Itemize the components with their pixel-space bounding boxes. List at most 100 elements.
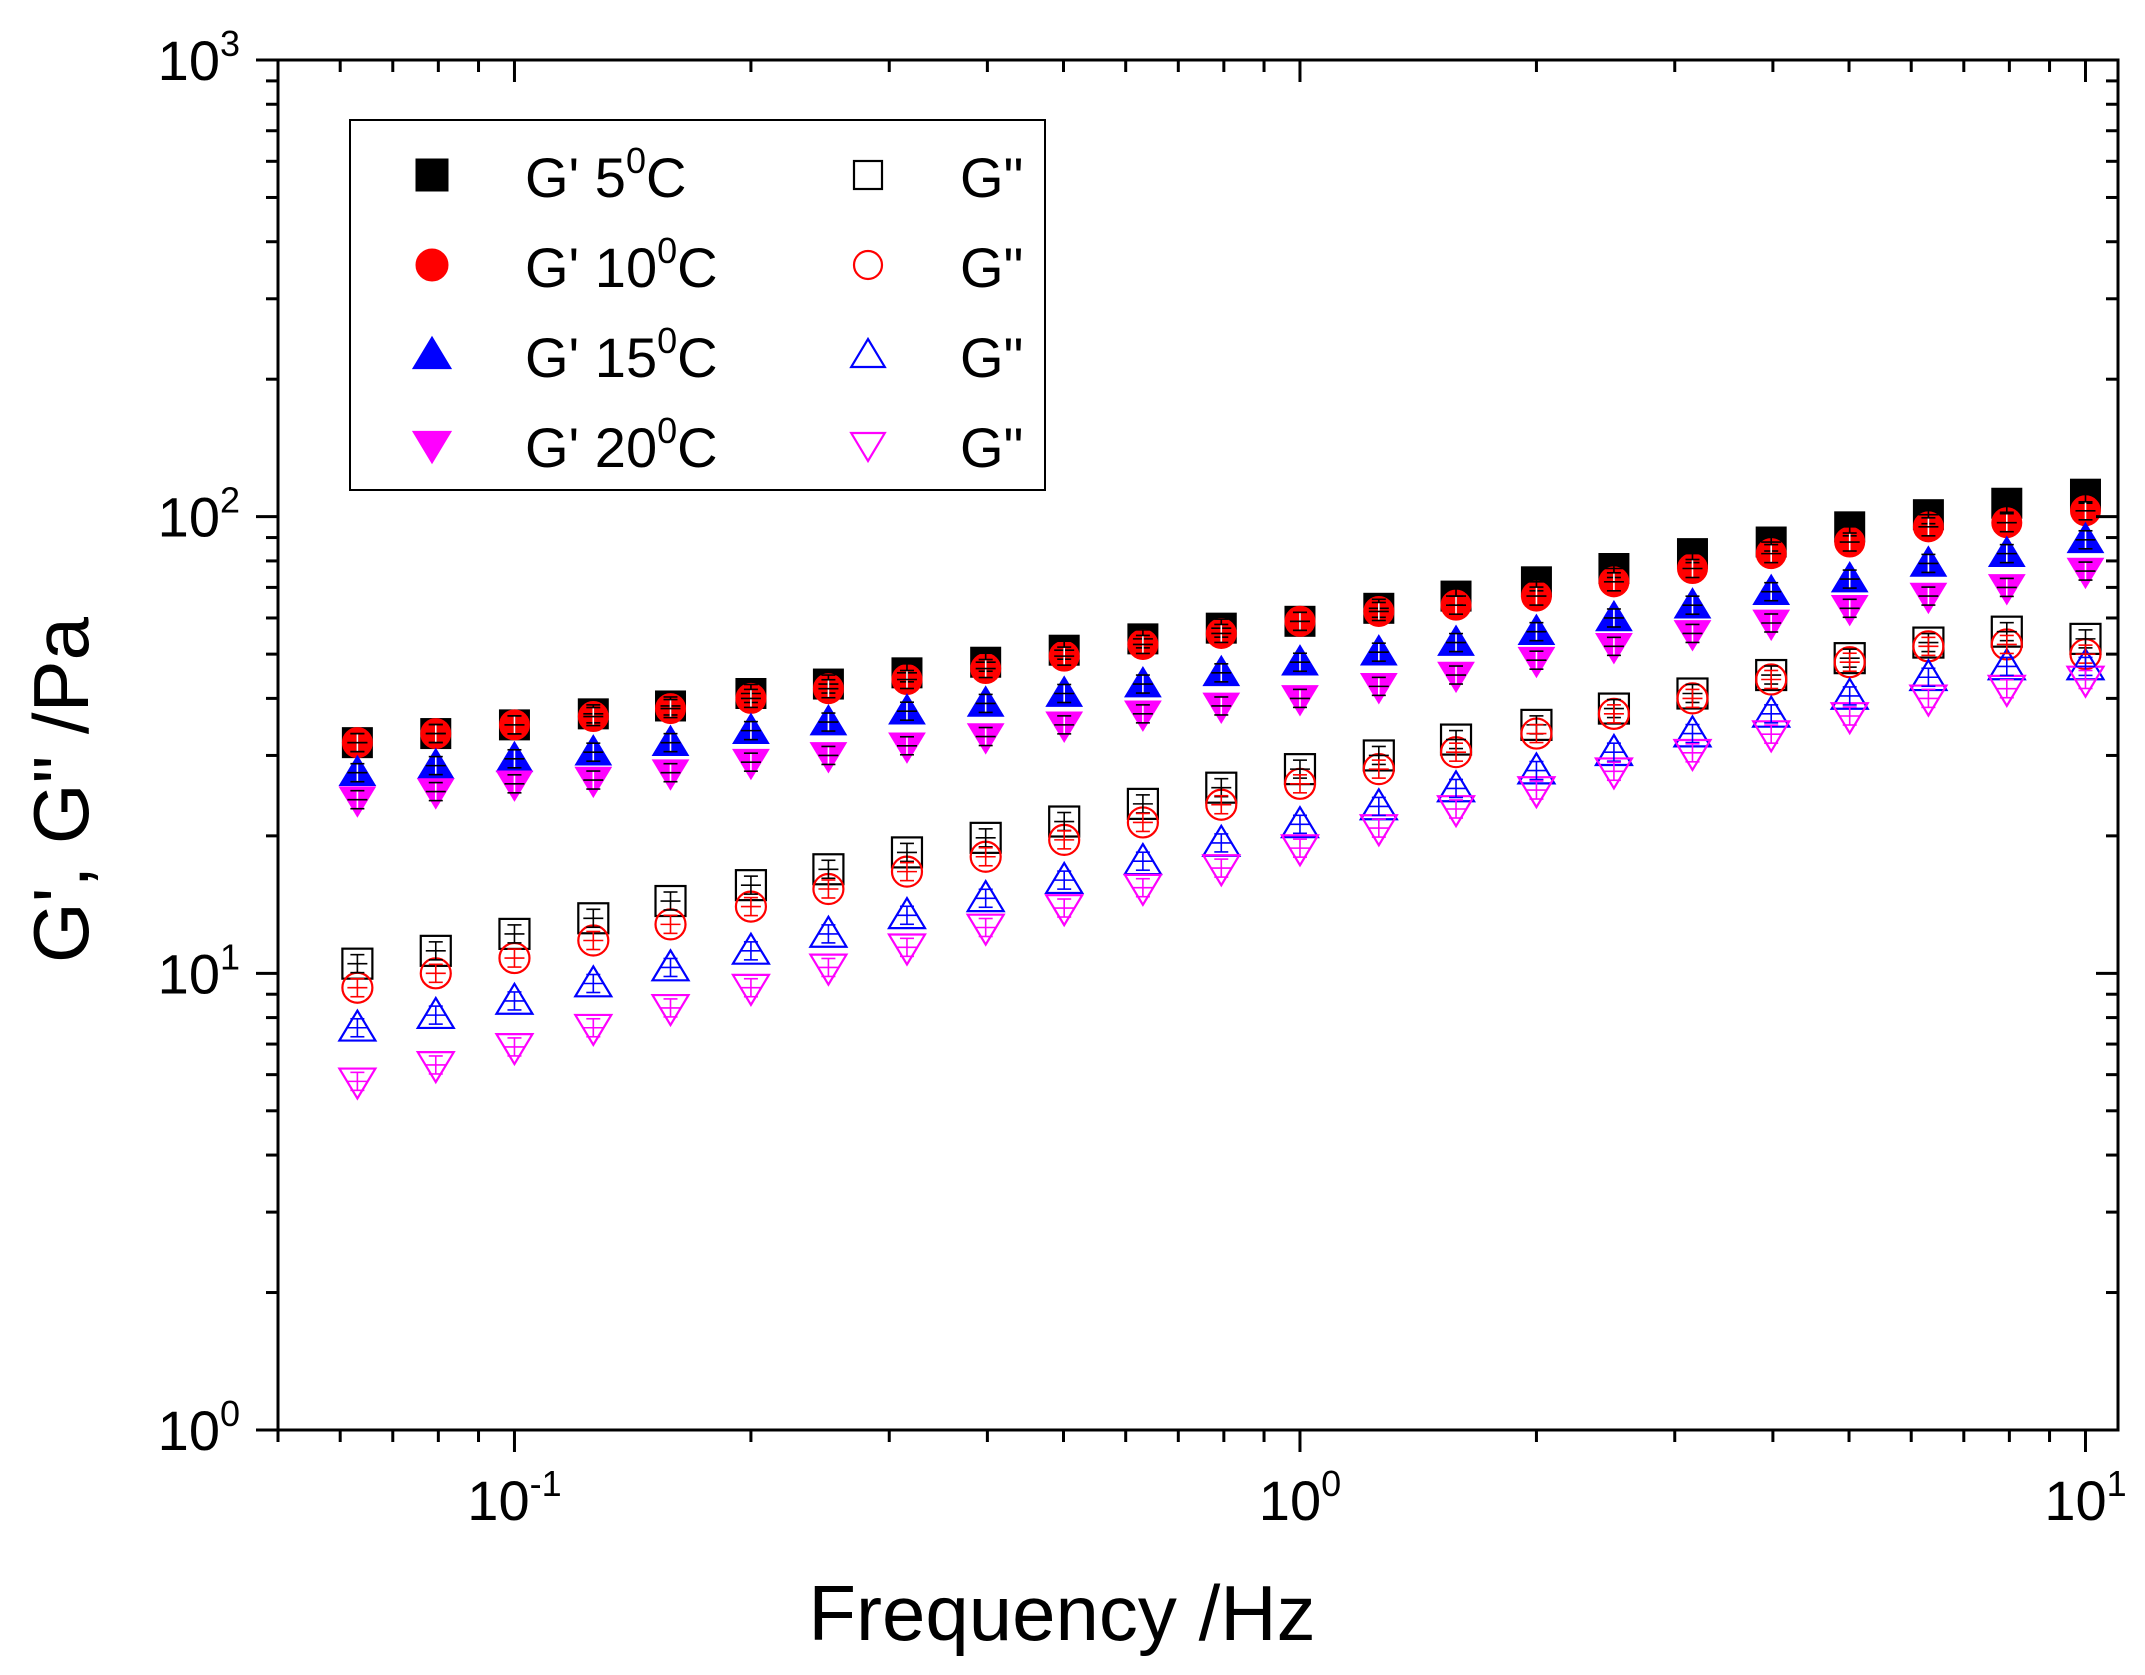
error-bar: [1996, 543, 2017, 564]
data-point: [415, 995, 456, 1030]
error-bar: [818, 745, 839, 766]
error-bar: [1211, 663, 1232, 683]
error-bar: [740, 896, 761, 917]
error-bar: [1996, 577, 2017, 598]
error-bar: [504, 715, 525, 735]
legend-label: G' 100C: [525, 230, 718, 299]
error-bar: [504, 748, 525, 769]
error-bar: [583, 1017, 604, 1038]
error-bar: [2075, 669, 2096, 690]
error-bar: [896, 701, 917, 721]
error-bar: [1761, 613, 1782, 633]
error-bar: [347, 789, 368, 810]
error-bar: [504, 948, 525, 968]
error-bar: [425, 723, 446, 744]
data-point: [1755, 663, 1788, 696]
error-bar: [1918, 667, 1939, 688]
error-bar: [1446, 799, 1467, 819]
error-bar: [583, 742, 604, 762]
error-bar: [347, 732, 368, 753]
error-bar: [896, 842, 917, 863]
error-bar: [975, 917, 996, 938]
error-bar: [1211, 858, 1232, 878]
error-bar: [1682, 688, 1703, 709]
data-point: [1201, 854, 1242, 888]
x-tick-label: 101: [2044, 1463, 2126, 1532]
data-point: [1044, 860, 1085, 895]
x-axis-title: Frequency /Hz: [808, 1569, 1315, 1657]
data-point: [337, 1067, 378, 1101]
data-point: [650, 948, 691, 982]
error-bar: [1132, 674, 1153, 694]
error-bar: [975, 846, 996, 867]
error-bar: [583, 706, 604, 727]
error-bar: [425, 963, 446, 984]
error-bar: [1446, 778, 1467, 799]
error-bar: [1603, 608, 1624, 628]
error-bar: [504, 924, 525, 944]
error-bar: [1526, 621, 1547, 642]
error-bar: [1996, 512, 2017, 533]
error-bar: [818, 712, 839, 732]
error-bar: [2075, 529, 2096, 550]
error-bar: [1368, 745, 1389, 766]
error-bar: [1054, 646, 1075, 666]
data-point: [573, 964, 614, 998]
legend: G' 50C G" G' 100C G" G' 150C G" G' 200C G": [349, 119, 1046, 491]
error-bar: [818, 957, 839, 978]
error-bar: [1054, 830, 1075, 850]
error-bar: [1603, 761, 1624, 782]
error-bar: [1289, 688, 1310, 709]
data-point: [808, 914, 849, 948]
data-point: [337, 1008, 378, 1042]
error-bar: [1211, 696, 1232, 716]
error-bar: [425, 1055, 446, 1075]
data-point: [887, 933, 927, 967]
error-bar: [1289, 774, 1310, 794]
legend-label: G' 150C: [525, 320, 718, 389]
error-bar: [896, 937, 917, 958]
error-bar: [896, 735, 917, 756]
error-bar: [1761, 724, 1782, 744]
error-bar: [975, 828, 996, 848]
error-bar: [1603, 742, 1624, 762]
error-bar: [1368, 759, 1389, 779]
legend-label: G": [960, 146, 1023, 209]
data-point: [730, 973, 771, 1007]
legend-marker: [411, 335, 453, 370]
error-bar: [1526, 723, 1547, 744]
error-bar: [975, 658, 996, 679]
error-bar: [1368, 676, 1389, 697]
error-bar: [1603, 572, 1624, 592]
error-bar: [1054, 715, 1075, 735]
error-bar: [504, 774, 525, 794]
x-tick-label: 10-1: [467, 1463, 561, 1532]
data-point: [650, 993, 691, 1028]
error-bar: [1603, 704, 1624, 724]
error-bar: [740, 752, 761, 772]
error-bar: [1211, 833, 1232, 853]
legend-marker: [852, 159, 884, 191]
error-bar: [975, 726, 996, 747]
error-bar: [1054, 870, 1075, 890]
error-bar: [1761, 543, 1782, 564]
error-bar: [1446, 665, 1467, 685]
error-bar: [504, 1037, 525, 1057]
error-bar: [425, 1005, 446, 1025]
legend-marker: [849, 431, 887, 464]
error-bar: [583, 930, 604, 951]
error-bar: [1682, 723, 1703, 744]
error-bar: [347, 1071, 368, 1092]
error-bar: [1918, 636, 1939, 657]
error-bar: [1132, 877, 1153, 898]
error-bar: [740, 977, 761, 998]
error-bar: [425, 755, 446, 776]
error-bar: [1132, 634, 1153, 655]
error-bar: [2075, 484, 2096, 504]
error-bar: [1839, 598, 1860, 619]
data-point: [965, 879, 1006, 913]
error-bar: [660, 891, 681, 911]
error-bar: [660, 762, 681, 783]
error-bar: [1446, 742, 1467, 762]
legend-marker: [415, 158, 449, 192]
